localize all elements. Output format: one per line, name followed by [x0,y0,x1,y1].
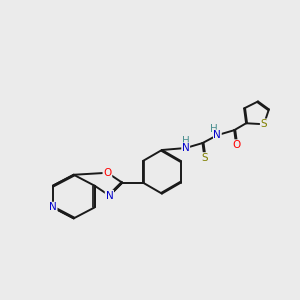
Text: N: N [49,202,57,212]
Text: H: H [182,136,190,146]
Text: N: N [214,130,221,140]
Text: S: S [261,119,267,129]
Text: N: N [106,190,113,201]
Text: S: S [201,153,208,163]
Text: O: O [103,168,112,178]
Text: O: O [232,140,240,150]
Text: H: H [210,124,218,134]
Text: N: N [182,143,190,153]
